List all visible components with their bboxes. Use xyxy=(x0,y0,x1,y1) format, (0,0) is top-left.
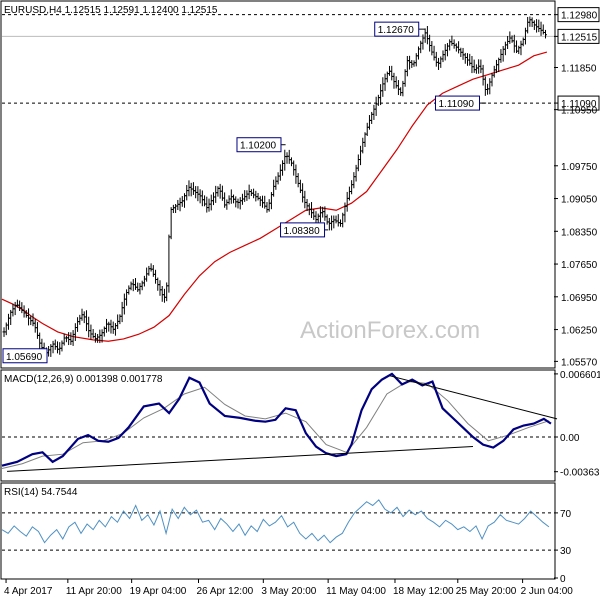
price-annotation: 1.05690 xyxy=(2,348,48,364)
price-axis-marker xyxy=(557,7,600,23)
annotation-label: 1.11090 xyxy=(438,99,474,110)
time-tick-label: 4 Apr 2017 xyxy=(4,586,53,597)
time-tick-label: 18 May 12:00 xyxy=(393,586,454,597)
moving-average-line xyxy=(1,51,548,342)
price-tick-label: 1.08350 xyxy=(561,227,598,238)
time-tick-label: 25 May 20:00 xyxy=(456,586,517,597)
annotation-label: 1.05690 xyxy=(6,352,43,363)
price-candles xyxy=(2,16,547,359)
rsi-line xyxy=(1,499,550,544)
price-panel-frame xyxy=(0,0,556,369)
macd-tick-label: 0.006601 xyxy=(560,370,600,381)
macd-trendline xyxy=(389,375,558,420)
time-tick-label: 19 Apr 04:00 xyxy=(130,586,187,597)
price-annotation: 1.08380 xyxy=(280,222,329,238)
annotation-label: 1.10200 xyxy=(240,141,277,152)
rsi-title: RSI(14) 54.7544 xyxy=(4,487,78,498)
watermark: ActionForex.com xyxy=(300,317,480,344)
macd-title: MACD(12,26,9) 0.001398 0.001778 xyxy=(4,374,163,385)
macd-panel-frame xyxy=(0,369,556,482)
time-axis: 4 Apr 2017 11 Apr 20:00 19 Apr 04:00 26 Apr… xyxy=(4,579,573,597)
time-tick-label: 2 Jun 04:00 xyxy=(521,586,574,597)
rsi-panel-frame xyxy=(0,482,556,580)
rsi-axis: 70 30 0 xyxy=(554,509,572,585)
rsi-levels xyxy=(2,512,554,551)
price-tick-label: 1.11090 xyxy=(561,99,597,110)
macd-signal-line xyxy=(1,381,550,470)
price-title: EURUSD,H4 1.12515 1.12591 1.12400 1.1251… xyxy=(4,5,218,16)
price-annotation: 1.12670 xyxy=(374,21,426,37)
rsi-tick-label: 0 xyxy=(560,574,566,585)
price-tick-label: 1.09050 xyxy=(561,195,598,206)
time-tick-label: 11 Apr 20:00 xyxy=(66,586,122,597)
macd-lines xyxy=(1,372,552,470)
moving-average-path xyxy=(1,51,548,342)
price-tick-label: 1.12980 xyxy=(561,11,598,22)
macd-main-line xyxy=(1,372,552,467)
time-tick-label: 3 May 20:00 xyxy=(261,586,316,597)
price-annotation: 1.10200 xyxy=(236,137,286,153)
price-tick-label: 1.12515 xyxy=(561,32,598,43)
price-tick-label: 1.06250 xyxy=(561,326,598,337)
price-tick-label: 1.09750 xyxy=(561,162,598,173)
macd-tick-label: -0.003632 xyxy=(560,468,600,479)
rsi-tick-label: 70 xyxy=(560,509,572,520)
rsi-tick-label: 30 xyxy=(560,546,572,557)
price-tick-label: 1.05570 xyxy=(561,357,598,368)
price-annotations: 1.05690 1.10200 1.08380 1.12670 1.11090 xyxy=(2,21,487,364)
macd-trendlines xyxy=(7,375,558,472)
macd-tick-label: 0.00 xyxy=(560,433,580,444)
price-axis-marker xyxy=(557,95,600,111)
price-reference-lines xyxy=(2,14,554,104)
price-tick-label: 1.10950 xyxy=(561,106,598,117)
time-tick-label: 26 Apr 12:00 xyxy=(196,586,253,597)
annotation-label: 1.12670 xyxy=(378,25,415,36)
price-tick-label: 1.07650 xyxy=(561,260,598,271)
macd-trendline xyxy=(7,446,473,472)
price-tick-label: 1.06950 xyxy=(561,293,598,304)
macd-axis: 0.006601 0.00 -0.003632 xyxy=(554,370,600,479)
price-annotation: 1.11090 xyxy=(434,95,487,111)
price-bar xyxy=(543,29,547,39)
annotation-label: 1.08380 xyxy=(284,226,321,237)
price-axis-marker xyxy=(557,28,600,44)
time-tick-label: 11 May 04:00 xyxy=(326,586,386,597)
rsi-series-line xyxy=(1,499,550,544)
price-tick-label: 1.11850 xyxy=(561,64,597,75)
